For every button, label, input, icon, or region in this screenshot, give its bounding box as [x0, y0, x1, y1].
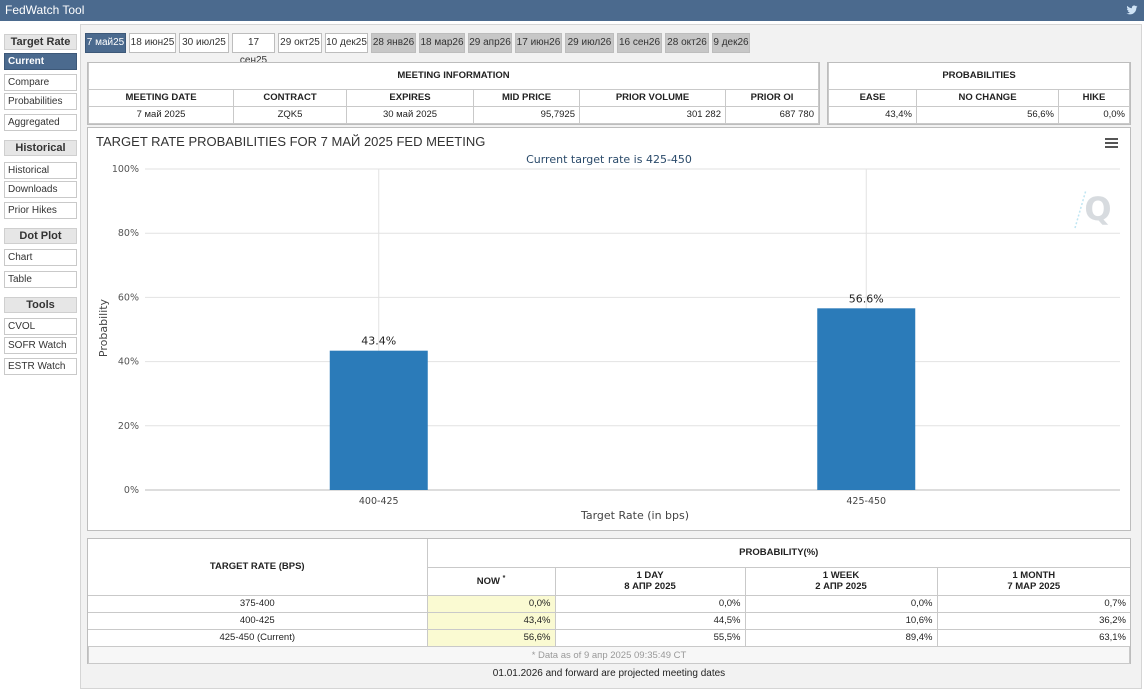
col-now: NOW * [426, 566, 556, 596]
tab-meeting-7[interactable]: 18 мар26 [419, 33, 465, 53]
no-change-value: 56,6% [916, 105, 1059, 124]
bar-data-label: 43.4% [361, 335, 396, 348]
col-no-change: NO CHANGE [916, 88, 1059, 107]
expires-value: 30 май 2025 [346, 105, 474, 124]
probabilities-panel: PROBABILITIES EASE NO CHANGE HIKE 43,4% … [827, 62, 1131, 125]
sidebar-item-cvol[interactable]: CVOL [4, 318, 77, 335]
bar-data-label: 56.6% [849, 292, 884, 305]
col-probability: PROBABILITY(%) [426, 539, 1130, 568]
tab-meeting-13[interactable]: 9 дек26 [712, 33, 750, 53]
tab-meeting-10[interactable]: 29 июл26 [565, 33, 614, 53]
tab-meeting-12[interactable]: 28 окт26 [665, 33, 709, 53]
mid-price-value: 95,7925 [473, 105, 580, 124]
col-1-day: 1 DAY 8 АПР 2025 [554, 566, 746, 596]
chart-title: TARGET RATE PROBABILITIES FOR 7 МАЙ 2025… [96, 134, 486, 149]
tab-meeting-2[interactable]: 30 июл25 [179, 33, 229, 53]
sidebar-section-historical: Historical [4, 140, 77, 156]
sidebar-item-compare[interactable]: Compare [4, 74, 77, 91]
sidebar-item-downloads[interactable]: Downloads [4, 181, 77, 198]
bar-400-425[interactable] [329, 350, 428, 490]
tab-meeting-5[interactable]: 10 дек25 [325, 33, 368, 53]
y-tick-label: 0% [124, 485, 139, 496]
y-tick-label: 60% [118, 292, 139, 303]
y-tick-label: 80% [118, 228, 139, 239]
chart-bars: 43.4% 400-425 56.6% 425-450 [329, 292, 916, 507]
svg-text:Q: Q [1084, 190, 1111, 228]
col-prior-oi: PRIOR OI [725, 88, 819, 107]
twitter-icon[interactable] [1126, 4, 1138, 16]
meeting-info-panel: MEETING INFORMATION MEETING DATE CONTRAC… [87, 62, 820, 125]
col-meeting-date: MEETING DATE [88, 88, 234, 107]
tab-meeting-6[interactable]: 28 янв26 [371, 33, 416, 53]
sidebar-item-aggregated[interactable]: Aggregated [4, 114, 77, 131]
app-titlebar: FedWatch Tool [0, 0, 1144, 21]
col-ease: EASE [828, 88, 917, 107]
y-tick-label: 40% [118, 357, 139, 368]
sidebar-item-probabilities[interactable]: Probabilities [4, 93, 77, 110]
col-1-week: 1 WEEK 2 АПР 2025 [744, 566, 938, 596]
x-tick-label: 400-425 [359, 496, 399, 507]
col-prior-volume: PRIOR VOLUME [579, 88, 726, 107]
col-hike: HIKE [1058, 88, 1130, 107]
projected-dates-note: 01.01.2026 and forward are projected mee… [492, 668, 726, 679]
contract-value: ZQK5 [233, 105, 347, 124]
x-axis-label: Target Rate (in bps) [580, 509, 689, 522]
sidebar-item-table[interactable]: Table [4, 271, 77, 288]
probability-bar-chart: Current target rate is 425-450 0% 20% 40% 6… [97, 153, 1120, 522]
col-contract: CONTRACT [233, 88, 347, 107]
sidebar-item-prior-hikes[interactable]: Prior Hikes [4, 202, 77, 219]
tab-meeting-11[interactable]: 16 сен26 [617, 33, 662, 53]
x-tick-label: 425-450 [846, 496, 886, 507]
sidebar-section-dot-plot: Dot Plot [4, 228, 77, 244]
sidebar-item-estr-watch[interactable]: ESTR Watch [4, 358, 77, 375]
ease-value: 43,4% [828, 105, 917, 124]
app-title: FedWatch Tool [5, 3, 85, 17]
table-row: 425-450 (Current) 56,6% 55,5% 89,4% 63,1… [88, 628, 1130, 647]
tab-meeting-3[interactable]: 17 сен25 [232, 33, 275, 66]
y-tick-label: 100% [112, 164, 139, 175]
table-row: 400-425 43,4% 44,5% 10,6% 36,2% [88, 611, 1130, 630]
watermark-logo: Q [1074, 189, 1112, 229]
col-mid-price: MID PRICE [473, 88, 580, 107]
data-as-of-note: * Data as of 9 апр 2025 09:35:49 CT [88, 646, 1130, 664]
y-tick-label: 20% [118, 421, 139, 432]
table-row: 375-400 0,0% 0,0% 0,0% 0,7% [88, 594, 1130, 613]
tab-meeting-4[interactable]: 29 окт25 [278, 33, 322, 53]
hike-value: 0,0% [1058, 105, 1130, 124]
sidebar-item-current[interactable]: Current [4, 53, 77, 70]
sidebar-item-historical[interactable]: Historical [4, 162, 77, 179]
chart-grid: 0% 20% 40% 60% 80% 100% [112, 164, 1120, 496]
probability-table-panel: TARGET RATE (BPS) PROBABILITY(%) NOW * 1… [87, 538, 1131, 664]
chart-menu-icon[interactable] [1105, 138, 1118, 149]
chart-subtitle: Current target rate is 425-450 [526, 153, 692, 166]
prior-volume-value: 301 282 [579, 105, 726, 124]
sidebar-item-sofr-watch[interactable]: SOFR Watch [4, 337, 77, 354]
tab-meeting-9[interactable]: 17 июн26 [515, 33, 562, 53]
meeting-info-header: MEETING INFORMATION [88, 63, 819, 90]
col-target-rate: TARGET RATE (BPS) [88, 539, 428, 596]
sidebar-section-target-rate: Target Rate [4, 34, 77, 50]
sidebar-section-tools: Tools [4, 297, 77, 313]
col-1-month: 1 MONTH 7 МАР 2025 [936, 566, 1130, 596]
tab-meeting-8[interactable]: 29 апр26 [468, 33, 512, 53]
y-axis-label: Probability [97, 298, 110, 357]
meeting-date-value: 7 май 2025 [88, 105, 234, 124]
probabilities-header: PROBABILITIES [828, 63, 1130, 90]
tab-meeting-1[interactable]: 18 июн25 [129, 33, 176, 53]
sidebar: Target Rate Current Compare Probabilitie… [0, 22, 79, 691]
chart-panel: TARGET RATE PROBABILITIES FOR 7 МАЙ 2025… [87, 127, 1131, 531]
col-expires: EXPIRES [346, 88, 474, 107]
prior-oi-value: 687 780 [725, 105, 819, 124]
tab-meeting-0[interactable]: 7 май25 [85, 33, 126, 53]
bar-425-450[interactable] [817, 308, 916, 490]
sidebar-item-chart[interactable]: Chart [4, 249, 77, 266]
